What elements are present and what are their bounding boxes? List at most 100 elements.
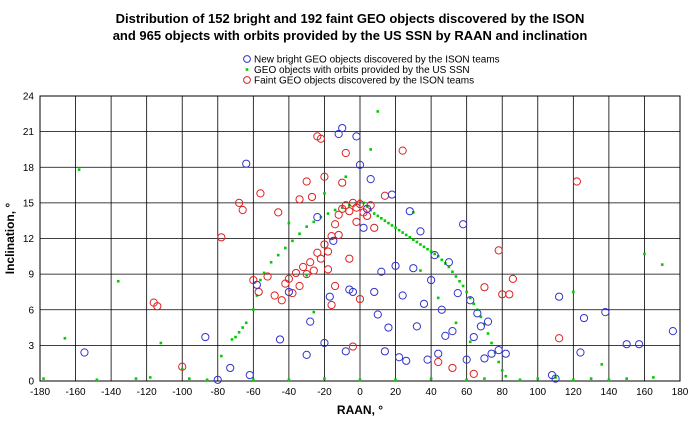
data-point: [256, 189, 265, 198]
x-tick-label: 160: [636, 387, 653, 398]
data-point: [387, 221, 390, 225]
data-point: [398, 146, 407, 155]
data-point: [320, 240, 329, 249]
data-point: [134, 377, 138, 380]
data-point: [366, 175, 375, 184]
legend-label: New bright GEO objects discovered by the…: [254, 55, 500, 66]
data-point: [476, 322, 485, 331]
data-point: [153, 302, 162, 311]
data-point: [312, 310, 316, 314]
data-point: [554, 376, 557, 379]
data-point: [404, 233, 408, 237]
legend-marker: [243, 55, 251, 63]
data-point: [419, 299, 429, 308]
data-point: [501, 349, 510, 358]
data-point: [95, 378, 99, 382]
data-point: [555, 292, 564, 301]
data-point: [284, 287, 293, 297]
data-point: [340, 206, 344, 209]
data-point: [505, 290, 514, 299]
data-point: [262, 271, 266, 275]
data-point: [331, 281, 340, 291]
data-point: [483, 377, 486, 380]
data-point: [504, 374, 508, 378]
data-point: [341, 347, 350, 356]
data-point: [338, 123, 347, 133]
data-point: [230, 338, 234, 341]
data-point: [355, 199, 365, 209]
x-tick-label: 100: [529, 387, 546, 398]
data-point: [338, 178, 347, 187]
data-point: [469, 369, 478, 378]
data-point: [423, 355, 432, 364]
data-point: [436, 296, 440, 300]
data-point: [299, 262, 308, 272]
data-point: [341, 201, 350, 210]
data-point: [494, 346, 503, 355]
data-point: [298, 232, 301, 236]
x-tick-label: 60: [461, 387, 473, 398]
x-tick-labels: -180 -160 -140 -120 -100 -80 -60 -40 -20 0 20 40 60 8…: [30, 387, 689, 398]
data-point: [234, 335, 237, 339]
data-point: [589, 377, 593, 380]
data-point: [276, 253, 280, 257]
data-point: [391, 261, 400, 270]
data-point: [269, 260, 273, 264]
y-tick-label: 21: [23, 127, 35, 138]
data-point: [376, 110, 380, 113]
data-point: [323, 247, 333, 256]
data-point: [380, 347, 389, 356]
data-point: [380, 191, 389, 200]
data-point: [178, 362, 187, 371]
data-point: [305, 225, 308, 228]
x-tick-label: -120: [137, 387, 157, 398]
data-point: [453, 289, 462, 298]
data-point: [472, 302, 476, 306]
grid-lines: [40, 96, 680, 381]
series-1: [42, 110, 664, 382]
data-point: [252, 378, 255, 382]
data-point: [500, 369, 504, 372]
data-point: [555, 334, 564, 343]
data-point: [440, 258, 444, 262]
data-point: [309, 266, 318, 275]
data-point: [465, 378, 468, 382]
x-tick-label: 0: [357, 387, 363, 398]
y-axis-label: Inclination, °: [3, 203, 17, 275]
legend-marker: [245, 68, 249, 71]
data-point: [370, 287, 379, 297]
y-tick-label: 15: [23, 198, 35, 209]
data-point: [263, 272, 272, 281]
data-point: [660, 263, 664, 266]
data-point: [238, 205, 247, 215]
data-point: [625, 377, 628, 380]
data-point: [635, 340, 644, 349]
chart-title-line-1: Distribution of 152 bright and 192 faint…: [115, 11, 585, 26]
data-point: [341, 148, 350, 158]
data-point: [226, 363, 235, 373]
data-point: [551, 374, 560, 383]
y-tick-label: 12: [23, 234, 35, 245]
data-point: [390, 224, 394, 227]
data-point: [254, 287, 263, 297]
data-point: [395, 353, 404, 362]
data-point: [306, 258, 315, 267]
data-point: [459, 220, 468, 229]
data-point: [259, 278, 262, 282]
data-point: [345, 207, 354, 216]
data-point: [434, 357, 443, 367]
data-point: [429, 377, 433, 380]
data-point: [348, 342, 357, 351]
x-tick-label: -160: [66, 387, 86, 398]
data-point: [376, 214, 380, 218]
data-point: [116, 279, 120, 283]
data-point: [401, 231, 404, 234]
data-point: [572, 290, 575, 294]
data-point: [201, 332, 210, 342]
data-point: [384, 323, 393, 332]
data-point: [305, 274, 308, 277]
y-tick-label: 18: [23, 163, 35, 174]
data-point: [430, 251, 439, 260]
data-point: [355, 294, 365, 304]
data-point: [462, 355, 471, 364]
